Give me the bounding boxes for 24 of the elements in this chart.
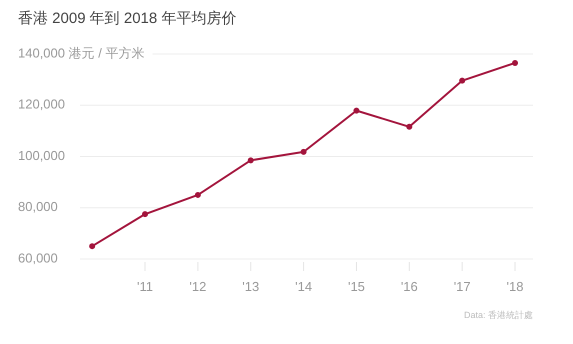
y-tick-label: 120,000: [18, 96, 65, 112]
point: [194, 192, 201, 198]
x-tick-label: '17: [454, 279, 471, 294]
x-tick-label: '18: [506, 279, 524, 294]
text: Data: 香港統計處: [464, 310, 533, 320]
y-tick-label: 80,000: [18, 199, 58, 214]
point: [142, 211, 148, 218]
x-tick-label: '14: [295, 279, 312, 294]
x-tick-label: '11: [137, 279, 154, 294]
point: [300, 148, 307, 155]
point: [89, 243, 96, 250]
point: [353, 108, 360, 114]
point: [248, 157, 254, 164]
x-tick-label: '13: [242, 279, 260, 294]
chart-title: 香港 2009 年到 2018 年平均房价: [18, 10, 236, 27]
point: [406, 124, 412, 130]
point: [512, 60, 518, 66]
y-tick-label: 60,000: [18, 250, 58, 266]
x-tick-label: '16: [400, 279, 418, 294]
x-tick-label: '15: [348, 279, 365, 294]
x-tick-label: '12: [189, 279, 206, 294]
y-tick-label: 100,000: [18, 148, 65, 163]
point: [459, 78, 466, 84]
y-tick-label: 140,000 港元 / 平方米: [18, 45, 144, 60]
